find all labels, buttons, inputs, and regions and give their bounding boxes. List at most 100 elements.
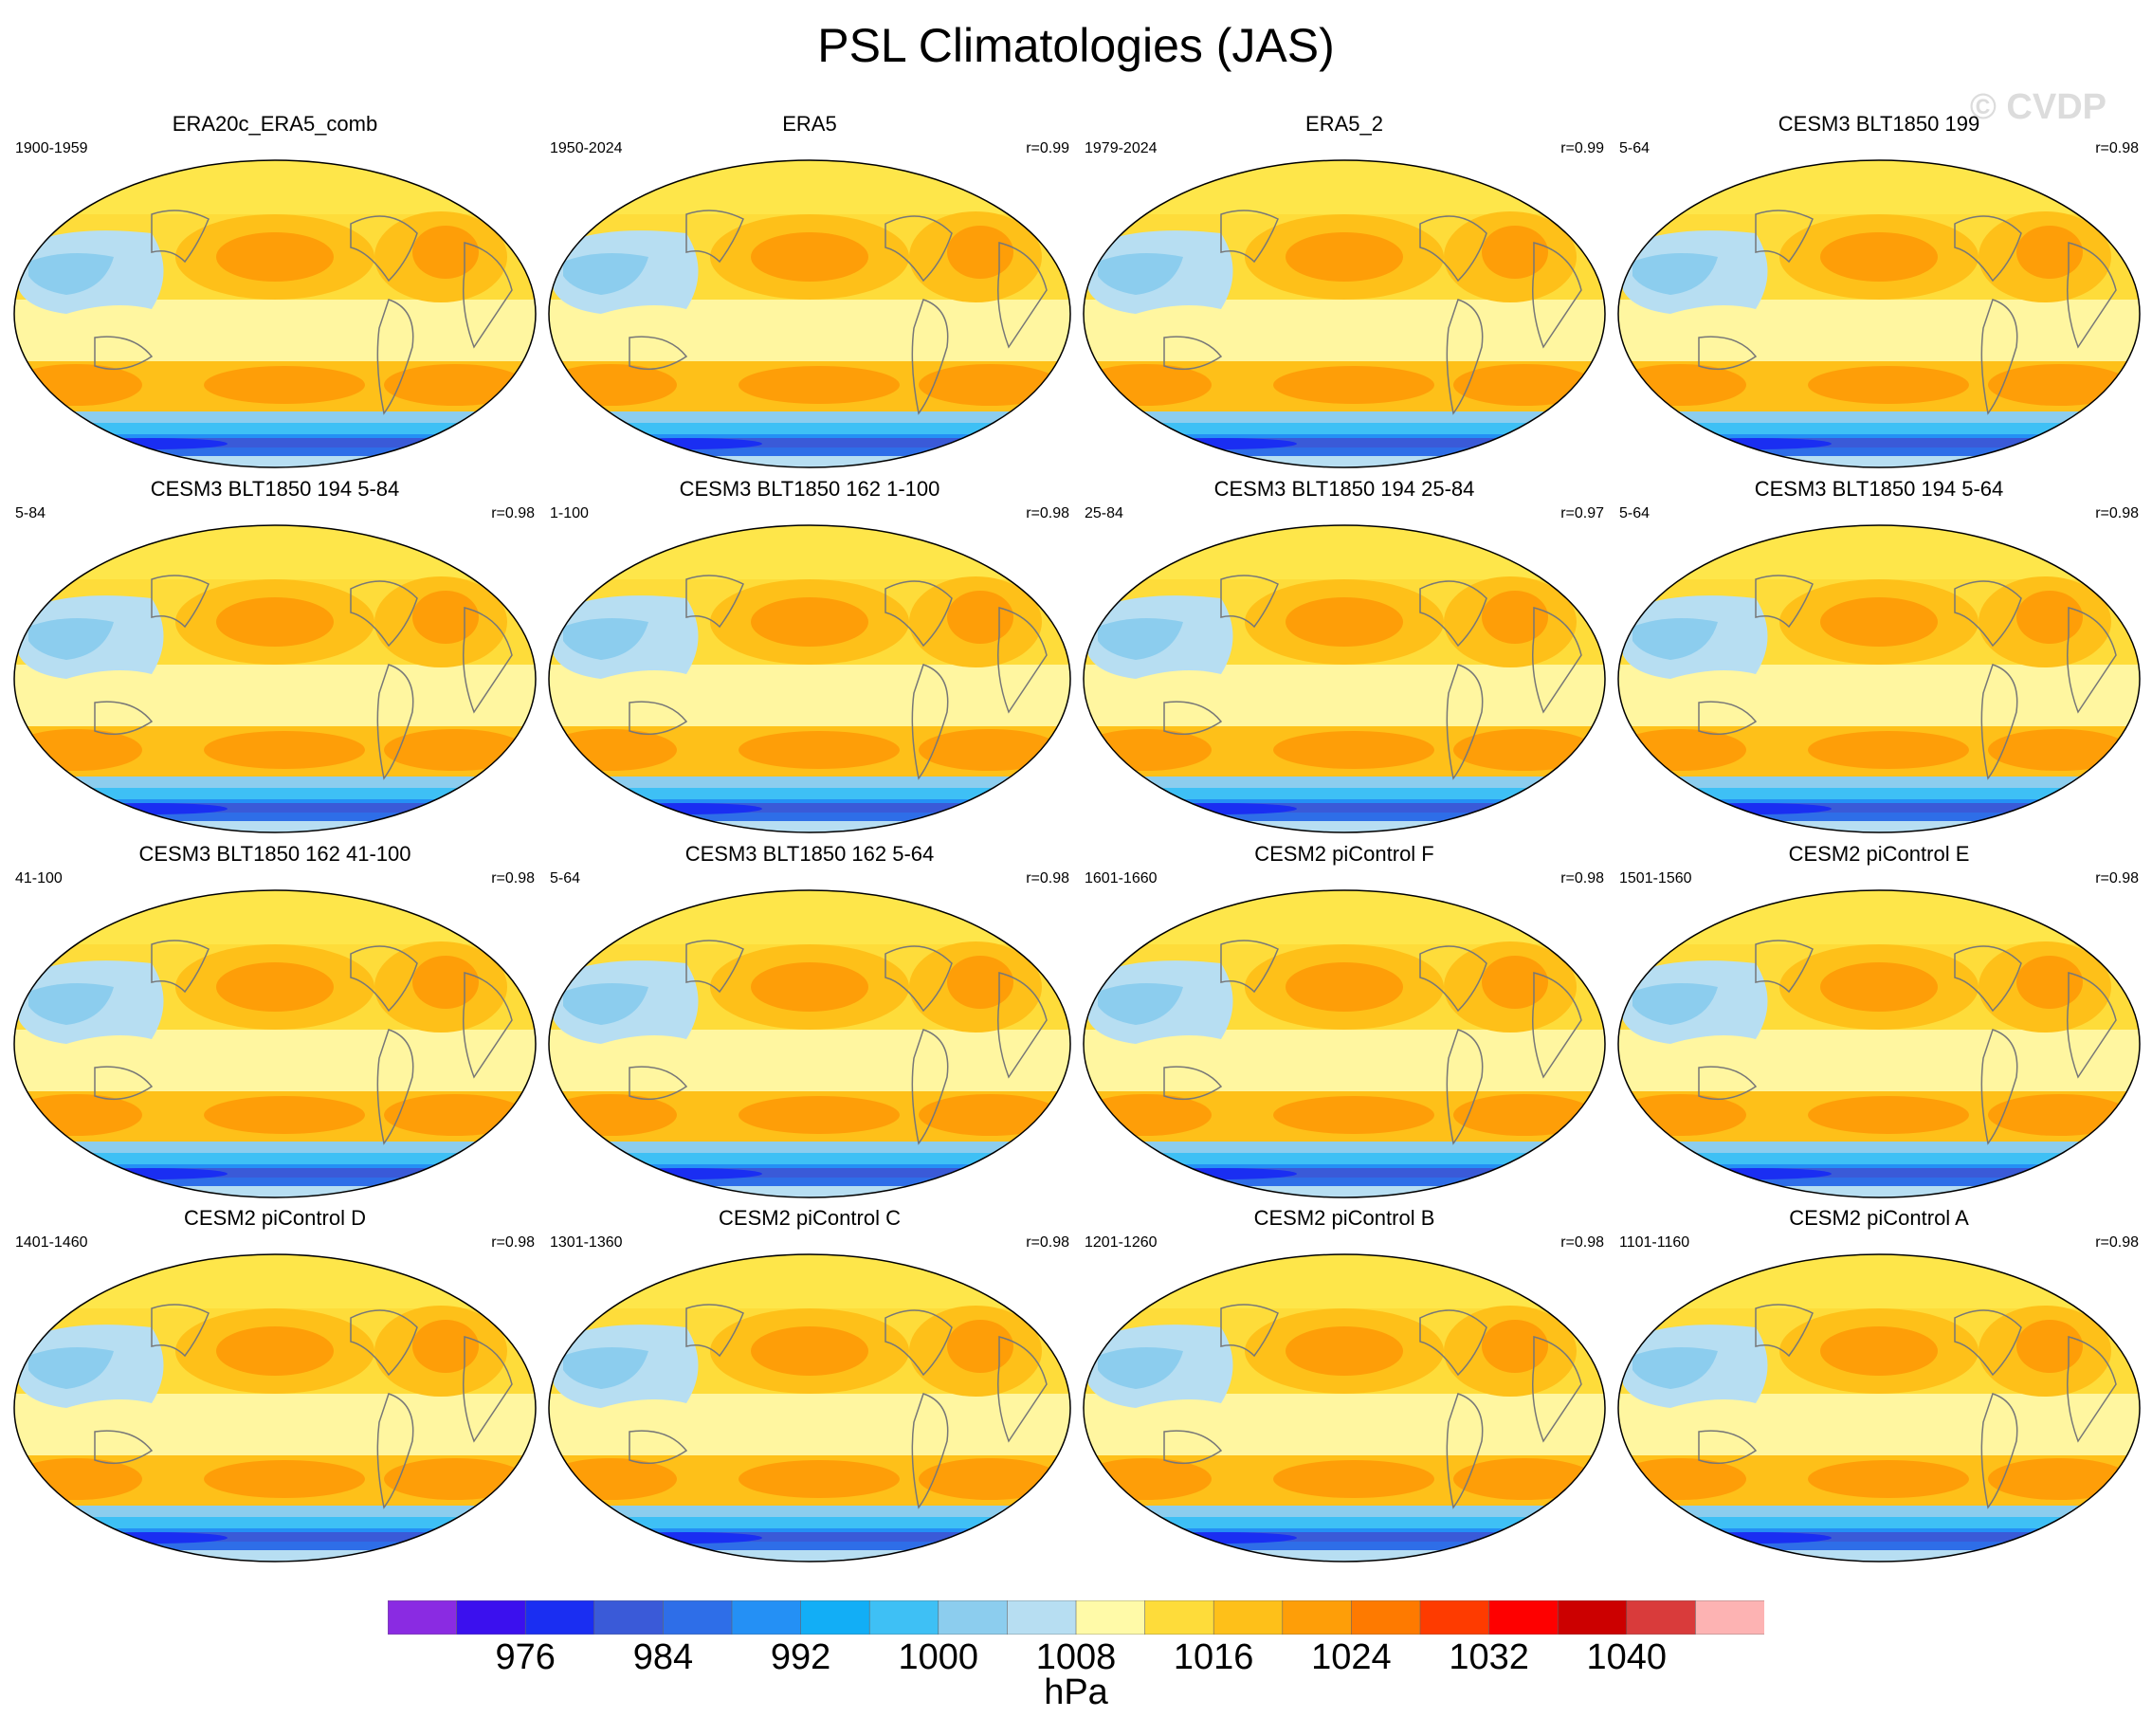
panel-title: ERA5 xyxy=(782,112,837,136)
panel-correlation: r=0.98 xyxy=(2095,505,2139,521)
colorbar-swatch xyxy=(524,1600,595,1635)
panel-title: CESM3 BLT1850 194 25-84 xyxy=(1213,477,1475,501)
panel-correlation: r=0.98 xyxy=(1560,1234,1604,1251)
colorbar-swatch xyxy=(1488,1600,1559,1635)
colorbar-swatch xyxy=(1695,1600,1764,1635)
panel-title: CESM2 piControl E xyxy=(1788,842,1970,866)
panel-correlation: r=0.97 xyxy=(1560,505,1604,521)
panel-period: 5-84 xyxy=(15,505,46,521)
panel-title: CESM2 piControl F xyxy=(1254,842,1434,866)
psl-map xyxy=(1083,159,1606,468)
psl-map xyxy=(13,1253,537,1562)
colorbar-tick-label: 984 xyxy=(632,1637,694,1677)
panel-period: 5-64 xyxy=(1619,140,1650,156)
map-panel: CESM3 BLT1850 162 5-64 5-64 r=0.98 xyxy=(544,842,1075,1202)
psl-map xyxy=(548,889,1071,1198)
panel-correlation: r=0.98 xyxy=(2095,1234,2139,1251)
psl-map xyxy=(1617,889,2141,1198)
psl-map xyxy=(1617,524,2141,833)
map-panel: ERA20c_ERA5_comb 1900-1959 xyxy=(9,112,540,472)
panel-period: 1501-1560 xyxy=(1619,870,1692,886)
panel-title: CESM2 piControl D xyxy=(184,1206,366,1230)
panel-correlation: r=0.98 xyxy=(491,505,535,521)
panel-title: ERA20c_ERA5_comb xyxy=(172,112,378,136)
panel-period: 1601-1660 xyxy=(1085,870,1158,886)
panel-period: 1979-2024 xyxy=(1085,140,1158,156)
map-panel: CESM3 BLT1850 194 25-84 25-84 r=0.97 xyxy=(1079,477,1610,837)
map-panel: ERA5_2 1979-2024 r=0.99 xyxy=(1079,112,1610,472)
colorbar-swatch xyxy=(1007,1600,1077,1635)
panel-title: CESM3 BLT1850 162 1-100 xyxy=(679,477,940,501)
map-panel: CESM2 piControl C 1301-1360 r=0.98 xyxy=(544,1206,1075,1566)
psl-map xyxy=(548,1253,1071,1562)
colorbar-swatch xyxy=(388,1600,458,1635)
map-panel: CESM2 piControl A 1101-1160 r=0.98 xyxy=(1614,1206,2144,1566)
map-panel: CESM2 piControl D 1401-1460 r=0.98 xyxy=(9,1206,540,1566)
colorbar xyxy=(388,1600,1764,1635)
psl-map xyxy=(13,889,537,1198)
map-panel: CESM3 BLT1850 162 41-100 41-100 r=0.98 xyxy=(9,842,540,1202)
panel-correlation: r=0.98 xyxy=(491,1234,535,1251)
colorbar-swatch xyxy=(1419,1600,1490,1635)
panel-correlation: r=0.99 xyxy=(1026,140,1069,156)
colorbar-swatch xyxy=(1351,1600,1421,1635)
panel-title: CESM3 BLT1850 199 xyxy=(1778,112,1980,136)
colorbar-swatch xyxy=(938,1600,1009,1635)
psl-map xyxy=(13,159,537,468)
colorbar-tick-label: 1032 xyxy=(1449,1637,1529,1677)
psl-map xyxy=(1617,1253,2141,1562)
panel-title: CESM2 piControl C xyxy=(719,1206,901,1230)
panel-correlation: r=0.98 xyxy=(1026,505,1069,521)
panel-period: 5-64 xyxy=(550,870,581,886)
colorbar-swatch xyxy=(663,1600,733,1635)
panel-period: 1301-1360 xyxy=(550,1234,623,1251)
panel-period: 25-84 xyxy=(1085,505,1123,521)
panel-title: CESM3 BLT1850 194 5-64 xyxy=(1754,477,2004,501)
map-panel: CESM2 piControl F 1601-1660 r=0.98 xyxy=(1079,842,1610,1202)
psl-map xyxy=(548,524,1071,833)
panel-correlation: r=0.98 xyxy=(2095,140,2139,156)
colorbar-swatch xyxy=(456,1600,526,1635)
map-panel: CESM3 BLT1850 162 1-100 1-100 r=0.98 xyxy=(544,477,1075,837)
panel-period: 1201-1260 xyxy=(1085,1234,1158,1251)
map-panel: CESM3 BLT1850 194 5-64 5-64 r=0.98 xyxy=(1614,477,2144,837)
colorbar-swatch xyxy=(593,1600,665,1635)
psl-map xyxy=(1617,159,2141,468)
panel-period: 1950-2024 xyxy=(550,140,623,156)
map-panel: CESM2 piControl E 1501-1560 r=0.98 xyxy=(1614,842,2144,1202)
panel-title: ERA5_2 xyxy=(1305,112,1383,136)
psl-map xyxy=(1083,524,1606,833)
psl-map xyxy=(1083,1253,1606,1562)
colorbar-tick-label: 992 xyxy=(770,1637,831,1677)
panel-correlation: r=0.99 xyxy=(1560,140,1604,156)
panel-correlation: r=0.98 xyxy=(2095,870,2139,886)
colorbar-swatch xyxy=(1626,1600,1697,1635)
panel-correlation: r=0.98 xyxy=(1026,870,1069,886)
colorbar-tick-label: 1016 xyxy=(1173,1637,1254,1677)
psl-map xyxy=(1083,889,1606,1198)
panel-title: CESM2 piControl B xyxy=(1253,1206,1435,1230)
psl-map xyxy=(548,159,1071,468)
colorbar-swatch xyxy=(1075,1600,1146,1635)
figure-title: PSL Climatologies (JAS) xyxy=(817,19,1335,72)
panel-period: 1900-1959 xyxy=(15,140,88,156)
colorbar-swatch xyxy=(1213,1600,1284,1635)
colorbar-tick-label: 1040 xyxy=(1586,1637,1668,1677)
panel-title: CESM3 BLT1850 162 41-100 xyxy=(138,842,411,866)
map-panel: CESM2 piControl B 1201-1260 r=0.98 xyxy=(1079,1206,1610,1566)
colorbar-tick-label: 1008 xyxy=(1035,1637,1117,1677)
colorbar-swatch xyxy=(800,1600,871,1635)
colorbar-units: hPa xyxy=(1044,1672,1108,1712)
panel-period: 1-100 xyxy=(550,505,589,521)
panel-title: CESM2 piControl A xyxy=(1789,1206,1969,1230)
panel-period: 1401-1460 xyxy=(15,1234,88,1251)
panel-correlation: r=0.98 xyxy=(1560,870,1604,886)
panel-correlation: r=0.98 xyxy=(1026,1234,1069,1251)
psl-map xyxy=(13,524,537,833)
map-panel: ERA5 1950-2024 r=0.99 xyxy=(544,112,1075,472)
map-panel: CESM3 BLT1850 199 5-64 r=0.98 xyxy=(1614,112,2144,472)
map-panel: CESM3 BLT1850 194 5-84 5-84 r=0.98 xyxy=(9,477,540,837)
colorbar-swatch xyxy=(1557,1600,1628,1635)
panel-correlation: r=0.98 xyxy=(491,870,535,886)
panel-period: 5-64 xyxy=(1619,505,1650,521)
